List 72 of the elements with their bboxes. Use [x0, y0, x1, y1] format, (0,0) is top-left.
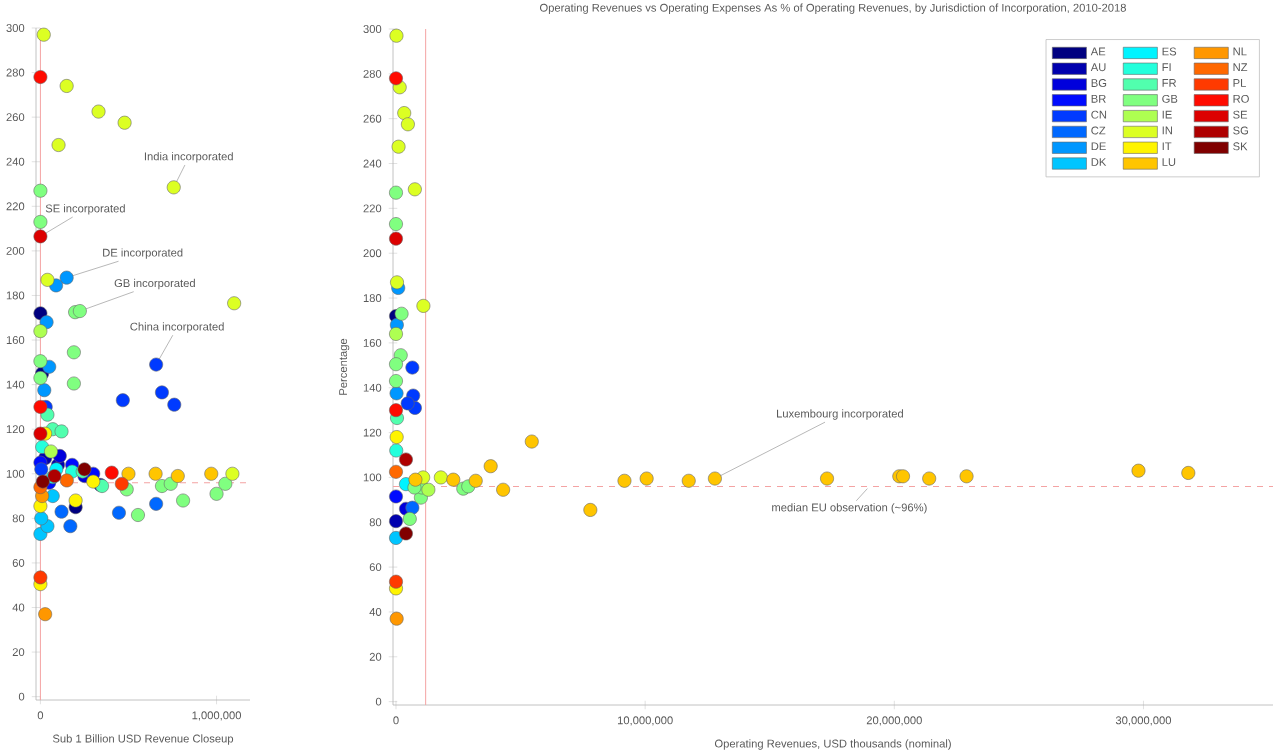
x-tick-label: 20,000,000: [866, 716, 922, 726]
legend-label: CN: [1091, 110, 1107, 119]
y-tick-label: 260: [6, 113, 25, 122]
y-tick-label: 80: [369, 518, 382, 527]
x-axis-title: Sub 1 Billion USD Revenue Closeup: [52, 734, 234, 745]
y-tick-label: 180: [6, 291, 25, 300]
legend-label: AU: [1090, 63, 1106, 72]
y-tick-label: 220: [6, 202, 25, 211]
legend-label: LU: [1162, 158, 1176, 166]
annotation: DE incorporated: [103, 248, 183, 259]
y-tick-label: 120: [6, 425, 25, 434]
legend-label: PL: [1233, 79, 1246, 87]
legend-label: NZ: [1233, 63, 1248, 72]
y-tick-label: 200: [6, 246, 25, 255]
legend-label: IT: [1162, 142, 1172, 151]
y-tick-label: 160: [6, 336, 25, 344]
legend-label: SG: [1233, 126, 1248, 135]
y-tick-label: 180: [363, 294, 382, 302]
legend-label: CZ: [1091, 126, 1106, 135]
y-tick-label: 20: [369, 652, 382, 661]
legend-label: SE: [1233, 110, 1248, 119]
y-tick-label: 60: [369, 563, 382, 572]
y-tick-label: 140: [363, 383, 382, 392]
y-tick-label: 120: [363, 428, 382, 437]
legend-label: IE: [1162, 110, 1172, 119]
y-tick-label: 160: [363, 338, 382, 347]
legend-label: DK: [1091, 158, 1107, 166]
y-tick-label: 100: [363, 473, 382, 482]
legend-label: FR: [1162, 79, 1177, 87]
legend-label: SK: [1233, 142, 1248, 151]
annotation: SE incorporated: [45, 204, 125, 215]
y-tick-label: 80: [12, 514, 25, 523]
y-tick-label: 240: [363, 159, 382, 168]
x-tick-label: 0: [37, 711, 44, 720]
legend-label: NL: [1233, 47, 1247, 56]
y-tick-label: 20: [12, 648, 25, 657]
legend-label: BR: [1091, 94, 1106, 103]
y-tick-label: 220: [363, 204, 382, 213]
chart-title: Operating Revenues vs Operating Expenses As % of Operating Revenues, by Jurisdiction of Incorporation, 2010-2018: [540, 3, 1126, 14]
y-tick-label: 40: [12, 603, 25, 612]
y-tick-label: 0: [18, 692, 25, 701]
legend-label: FI: [1162, 63, 1171, 72]
legend-label: GB: [1162, 94, 1178, 103]
legend-label: RO: [1233, 94, 1249, 103]
y-axis-title: Percentage: [339, 338, 350, 395]
x-tick-label: 1,000,000: [192, 711, 242, 721]
annotation: Luxembourg incorporated: [777, 409, 903, 420]
legend-label: DE: [1091, 142, 1106, 151]
annotation: India incorporated: [144, 152, 233, 163]
legend-label: IN: [1162, 126, 1172, 135]
annotation: median EU observation (~96%): [772, 503, 927, 514]
y-tick-label: 200: [363, 249, 382, 258]
legend-label: BG: [1091, 79, 1107, 87]
x-tick-label: 0: [393, 716, 399, 725]
x-tick-label: 30,000,000: [1115, 716, 1172, 726]
y-tick-label: 280: [363, 69, 382, 78]
annotation: China incorporated: [130, 322, 224, 333]
x-axis-title: Operating Revenues, USD thousands (nominal): [714, 739, 951, 750]
y-tick-label: 300: [6, 24, 25, 32]
y-tick-label: 0: [375, 697, 382, 706]
y-tick-label: 140: [6, 380, 25, 389]
y-tick-label: 100: [6, 469, 25, 478]
y-tick-label: 280: [6, 68, 25, 77]
x-tick-label: 10,000,000: [617, 716, 673, 726]
y-tick-label: 60: [12, 558, 25, 567]
annotation: GB incorporated: [114, 278, 195, 290]
legend-label: ES: [1162, 47, 1177, 56]
y-tick-label: 240: [6, 157, 25, 166]
y-tick-label: 300: [363, 25, 382, 33]
y-tick-label: 260: [363, 114, 382, 123]
legend-label: AE: [1090, 47, 1106, 56]
y-tick-label: 40: [369, 608, 382, 616]
